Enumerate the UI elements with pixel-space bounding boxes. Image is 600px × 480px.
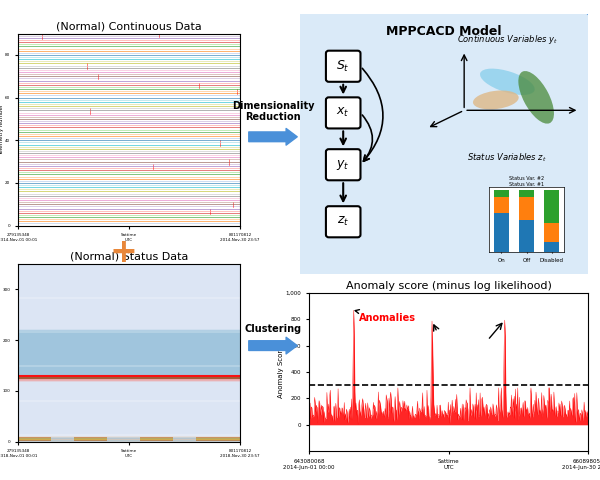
Ellipse shape [473,91,518,109]
Bar [519,190,534,197]
Bar [519,219,534,252]
Bar [519,197,534,219]
Text: Continuous Variables $y_t$: Continuous Variables $y_t$ [457,33,558,46]
Bar [196,437,240,441]
FancyBboxPatch shape [326,149,361,180]
Bar [18,437,52,441]
Text: $x_t$: $x_t$ [337,107,350,120]
Bar [544,190,559,223]
Bar [140,438,173,440]
Y-axis label: Anomaly Score: Anomaly Score [278,346,284,398]
Text: MPPCACD Model: MPPCACD Model [386,25,502,38]
Bar [544,242,559,252]
Text: $z_t$: $z_t$ [337,215,349,228]
Text: Status Variables $z_t$: Status Variables $z_t$ [467,152,547,164]
Bar [140,437,173,441]
Text: $S_t$: $S_t$ [337,59,350,74]
Text: +: + [109,236,137,268]
Text: Dimensionality
Reduction: Dimensionality Reduction [232,101,314,122]
FancyBboxPatch shape [326,97,361,129]
FancyBboxPatch shape [326,51,361,82]
Bar [494,190,509,197]
FancyBboxPatch shape [326,206,361,237]
Text: Anomalies: Anomalies [355,310,416,324]
Text: $y_t$: $y_t$ [337,158,350,172]
Ellipse shape [480,69,535,95]
Title: Anomaly score (minus log likelihood): Anomaly score (minus log likelihood) [346,281,551,290]
Y-axis label: Telemetry Number: Telemetry Number [0,104,4,155]
Text: Clustering: Clustering [244,324,302,334]
Bar [494,213,509,252]
Bar [18,438,52,440]
Ellipse shape [518,71,554,124]
Title: (Normal) Status Data: (Normal) Status Data [70,252,188,262]
Title: (Normal) Continuous Data: (Normal) Continuous Data [56,22,202,31]
Bar [544,223,559,242]
Bar [196,438,240,440]
FancyBboxPatch shape [294,12,591,279]
FancyArrowPatch shape [249,337,297,354]
Bar [74,437,107,441]
Title: Status Var. #2
Status Var. #1: Status Var. #2 Status Var. #1 [509,176,544,187]
Y-axis label: Telemetry Number: Telemetry Number [0,327,1,378]
Bar [494,197,509,213]
FancyArrowPatch shape [249,129,297,145]
Bar [74,438,107,440]
